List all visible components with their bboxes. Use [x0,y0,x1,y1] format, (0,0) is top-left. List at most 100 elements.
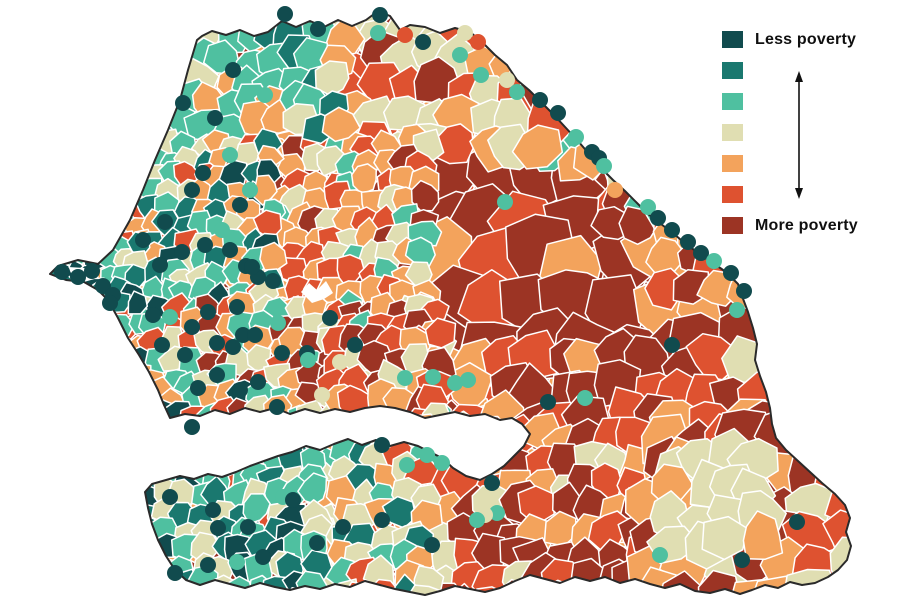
district [757,328,797,375]
district [81,121,131,162]
district [641,154,684,206]
site-dot [205,502,221,518]
site-dot [174,244,190,260]
site-dot [332,354,348,370]
district [105,73,152,113]
district [670,188,712,226]
district [185,592,219,595]
district [404,236,436,269]
district [659,42,699,91]
district [667,172,703,219]
district [93,211,120,235]
district [404,415,434,448]
district [574,66,610,108]
district [109,508,153,556]
site-dot [190,380,206,396]
site-dot [374,437,390,453]
district [410,179,440,212]
district [266,593,298,595]
district [313,417,340,446]
district [106,11,150,53]
district [107,34,158,76]
site-dot [214,222,230,238]
site-dot [447,375,463,391]
site-dot [434,455,450,471]
site-dot [265,273,281,289]
district [93,369,122,394]
site-dot [225,339,241,355]
site-dot [789,514,805,530]
district [424,317,457,349]
district [571,90,609,132]
district [486,11,536,56]
site-dot [425,369,441,385]
site-dot [347,337,363,353]
site-dot [222,242,238,258]
district [511,124,564,170]
district [107,481,154,527]
site-dot [235,327,251,343]
district [667,17,707,61]
district [107,360,142,388]
site-dot [135,232,151,248]
site-dot [240,519,256,535]
district [603,85,650,132]
district [50,530,94,574]
district [782,568,839,595]
site-dot [242,182,258,198]
district [55,284,96,331]
district [200,421,244,470]
site-dot [184,419,200,435]
district [609,68,659,114]
district [124,554,156,584]
district [670,136,711,181]
site-dot [257,87,273,103]
site-dot [225,62,241,78]
district [82,484,129,529]
district [74,151,121,197]
district [80,11,122,49]
site-dot [145,307,161,323]
district [91,417,124,448]
district [79,178,134,217]
district [825,583,851,595]
site-dot [419,447,435,463]
district [133,573,166,595]
district [609,14,647,58]
district [125,399,156,431]
district [262,416,288,449]
district [580,45,620,93]
district [50,244,62,268]
site-dot [568,129,584,145]
district [642,63,688,113]
district [586,581,623,595]
district [542,42,588,88]
district [50,237,75,259]
site-dot [680,234,696,250]
district [573,15,616,60]
district [50,314,96,355]
district [55,290,79,319]
site-dot [175,95,191,111]
site-dot [270,315,286,331]
district [217,440,254,468]
district [619,148,656,194]
district [272,409,322,455]
district [441,410,486,451]
district [518,581,557,595]
district [641,120,685,162]
legend-swatch-less-poverty [722,31,743,48]
site-dot [184,319,200,335]
district [127,290,149,315]
district [69,295,97,322]
site-dot [167,565,183,581]
district [625,132,670,172]
district [122,134,154,161]
district [287,412,310,447]
site-dot [250,374,266,390]
water-gap [301,281,333,303]
district [518,45,566,80]
district [849,369,851,407]
district [844,506,851,550]
